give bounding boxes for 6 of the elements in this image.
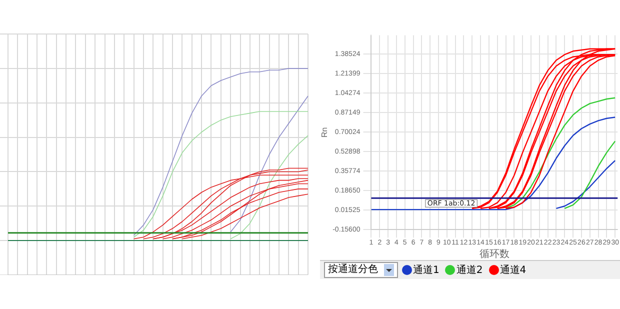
y-axis-title: Rn [320,127,330,138]
legend-label: 通道4 [500,264,526,277]
dropdown: 按通道分色 [324,262,398,278]
x-axis-title: 循环数 [479,248,510,260]
legend-label: 通道1 [413,264,440,277]
legend-label: 通道2 [456,264,483,277]
